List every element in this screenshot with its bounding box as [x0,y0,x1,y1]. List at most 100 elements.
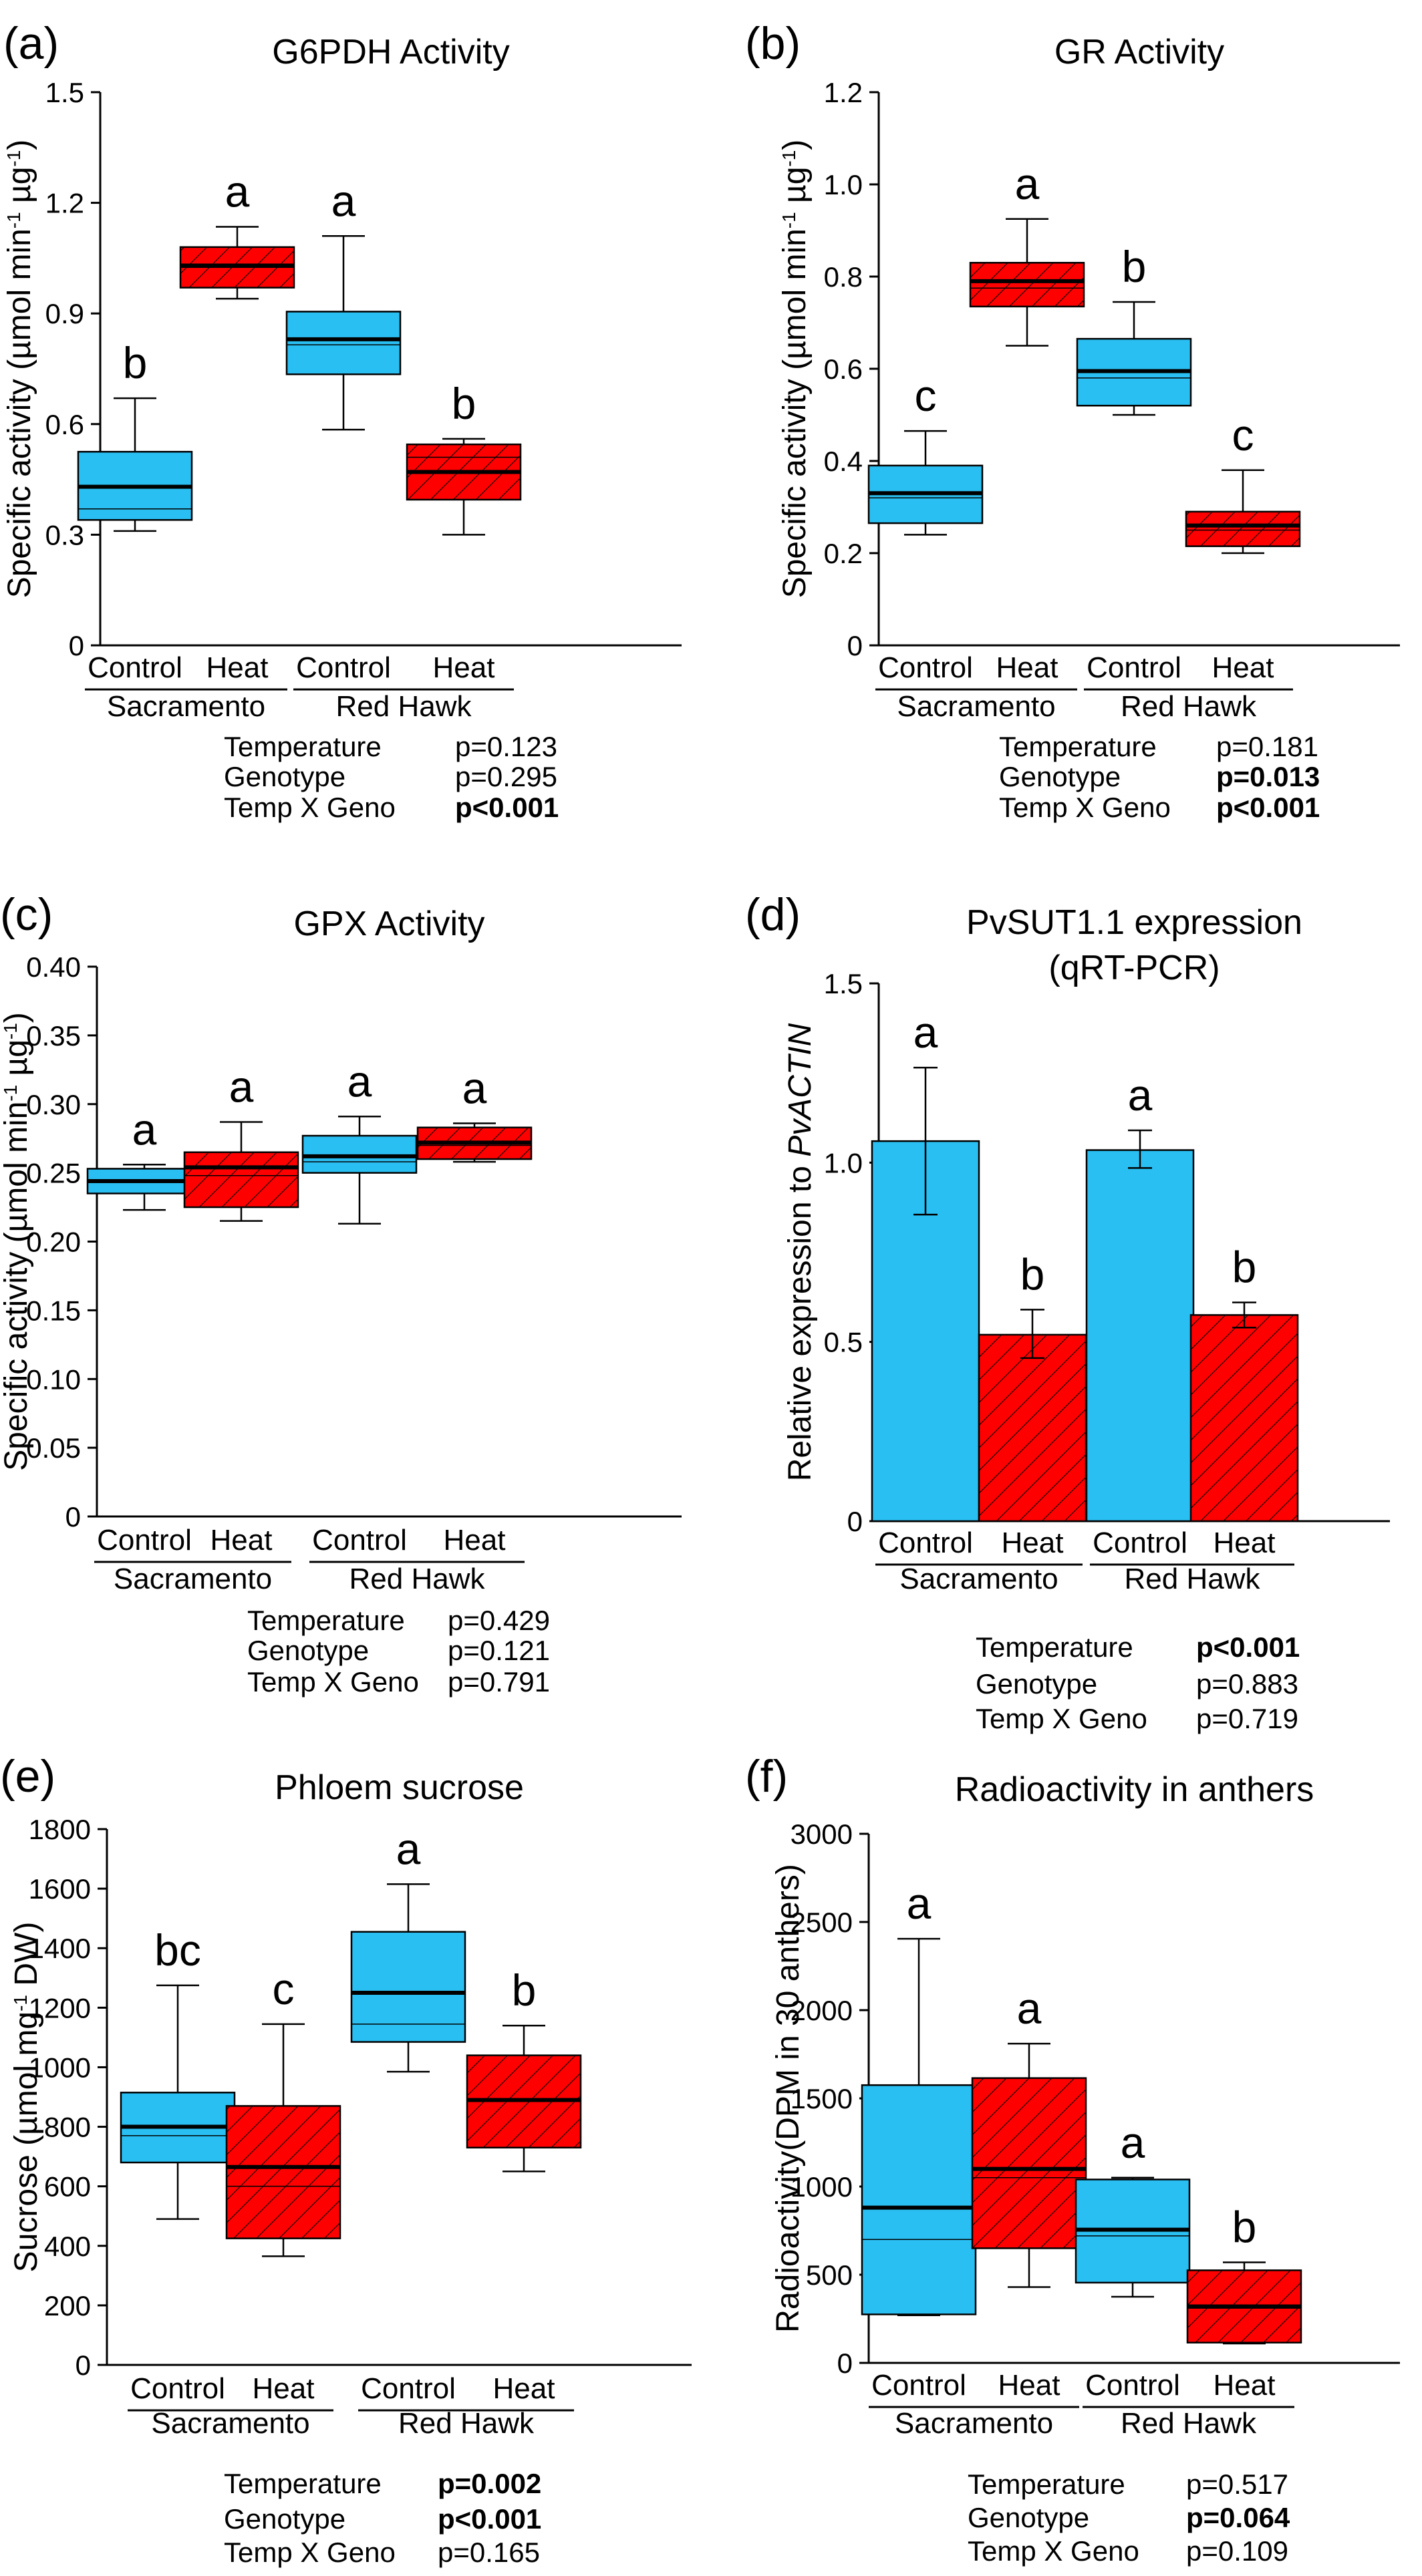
significance-letter: b [512,1965,537,2015]
stat-value: p=0.064 [1186,2502,1290,2533]
box-1: c [867,371,984,536]
x-group-label: Sacramento [114,1563,272,1595]
panel-a: (a) G6PDH Activity Specific activity (µmol… [2,18,682,823]
box-2: a [971,1983,1087,2288]
box-hatch [970,263,1084,307]
significance-letter: a [1128,1070,1153,1120]
x-category-label: Control [871,2369,966,2402]
box-2: a [183,1062,299,1222]
stat-label: Temperature [224,731,382,762]
x-category-label: Control [312,1524,407,1557]
x-category-label: Control [878,1526,973,1559]
x-category-label: Heat [998,2369,1060,2402]
chart-title: Radioactivity in anthers [955,1770,1314,1809]
stat-value: p<0.001 [1216,792,1320,823]
significance-letter: c [915,371,937,420]
y-tick-label: 0.30 [26,1089,81,1120]
y-axis-label: Specific activity (µmol min-1 µg-1) [2,140,37,599]
box-body [285,311,402,375]
significance-letter: a [132,1104,157,1154]
x-group-label: Red Hawk [398,2407,535,2440]
y-axis-label: Relative expression to PvACTIN [783,1023,818,1481]
y-tick-label: 0.6 [824,353,863,385]
stat-value: p<0.001 [438,2503,541,2535]
stat-value: p=0.121 [448,1635,550,1666]
x-category-label: Heat [253,2372,315,2405]
y-tick-label: 200 [44,2290,91,2321]
y-axis-label: Radioactivity(DPM in 30 anthers) [770,1864,806,2333]
stat-value: p=0.002 [438,2468,541,2499]
stat-value: p<0.001 [1196,1631,1300,1663]
significance-letter: a [1015,159,1040,208]
x-group-label: Red Hawk [1121,690,1257,723]
chart-title: GR Activity [1054,33,1224,71]
y-tick-label: 0.6 [45,409,84,440]
panel-label: (f) [745,1751,788,1802]
x-group-label: Red Hawk [1125,1563,1261,1595]
box-3: a [1075,2118,1191,2298]
panel-b: (b) GR Activity Specific activity (µmol mi… [745,18,1400,823]
y-tick-label: 0.2 [824,538,863,569]
y-tick-label: 3000 [791,1818,853,1850]
y-tick-label: 0.05 [26,1432,81,1464]
y-tick-label: 0.10 [26,1363,81,1395]
x-category-label: Heat [210,1524,273,1557]
stat-value: p=0.719 [1196,1703,1298,1734]
significance-letter: b [1232,1243,1257,1292]
box-3: a [285,176,402,431]
box-4: b [406,379,522,536]
y-tick-label: 500 [806,2259,853,2291]
stat-value: p<0.001 [455,792,559,823]
box-hatch [972,2078,1086,2249]
box-1: a [86,1104,202,1211]
x-category-label: Control [1087,651,1181,684]
significance-letter: c [273,1964,295,2014]
significance-letter: b [1232,2203,1257,2252]
x-category-label: Control [88,651,182,684]
chart-title: PvSUT1.1 expression [966,903,1302,942]
x-group-label: Red Hawk [336,690,472,723]
box-body [861,2084,977,2315]
significance-letter: b [1020,1249,1045,1299]
stat-value: p=0.109 [1186,2535,1288,2567]
stat-label: Temp X Geno [976,1703,1147,1734]
y-tick-label: 0.9 [45,298,84,329]
significance-letter: c [1232,410,1254,460]
significance-letter: a [396,1824,421,1873]
y-tick-label: 0.20 [26,1227,81,1258]
stat-label: Temp X Geno [224,2537,396,2568]
x-category-label: Control [97,1524,192,1557]
y-tick-label: 1.2 [824,77,863,108]
y-tick-label: 0.5 [824,1327,863,1358]
chart-subtitle: (qRT-PCR) [1048,949,1220,987]
y-tick-label: 0.15 [26,1295,81,1326]
panel-e: (e) Phloem sucrose Sucrose (µmol mg-1 DW) 0… [0,1751,692,2568]
significance-letter: b [123,338,148,387]
y-tick-label: 1500 [791,2083,853,2114]
x-group-label: Sacramento [899,1563,1058,1595]
box-3: a [301,1056,418,1225]
panel-label: (e) [0,1751,55,1802]
box-4: b [1186,2203,1302,2345]
x-category-label: Heat [1214,2369,1276,2402]
box-1: b [77,338,193,532]
y-tick-label: 0 [69,630,84,661]
box-hatch [1186,511,1300,546]
y-tick-label: 0 [847,630,863,661]
stat-label: Temperature [976,1631,1133,1663]
y-tick-label: 0 [847,1506,863,1537]
bar-3: a [1085,1070,1195,1522]
stat-label: Genotype [224,2503,345,2535]
stat-value: p=0.181 [1216,731,1318,762]
stat-value: p=0.295 [455,761,557,792]
stat-value: p=0.791 [448,1666,550,1698]
x-group-label: Sacramento [897,690,1055,723]
box-body [350,1931,466,2043]
y-tick-label: 1200 [29,1992,91,2024]
y-tick-label: 0.25 [26,1158,81,1189]
y-tick-label: 2000 [791,1995,853,2026]
panel-label: (b) [745,18,801,69]
y-tick-label: 0.35 [26,1020,81,1052]
y-axis-label: Sucrose (µmol mg-1 DW) [9,1922,44,2273]
